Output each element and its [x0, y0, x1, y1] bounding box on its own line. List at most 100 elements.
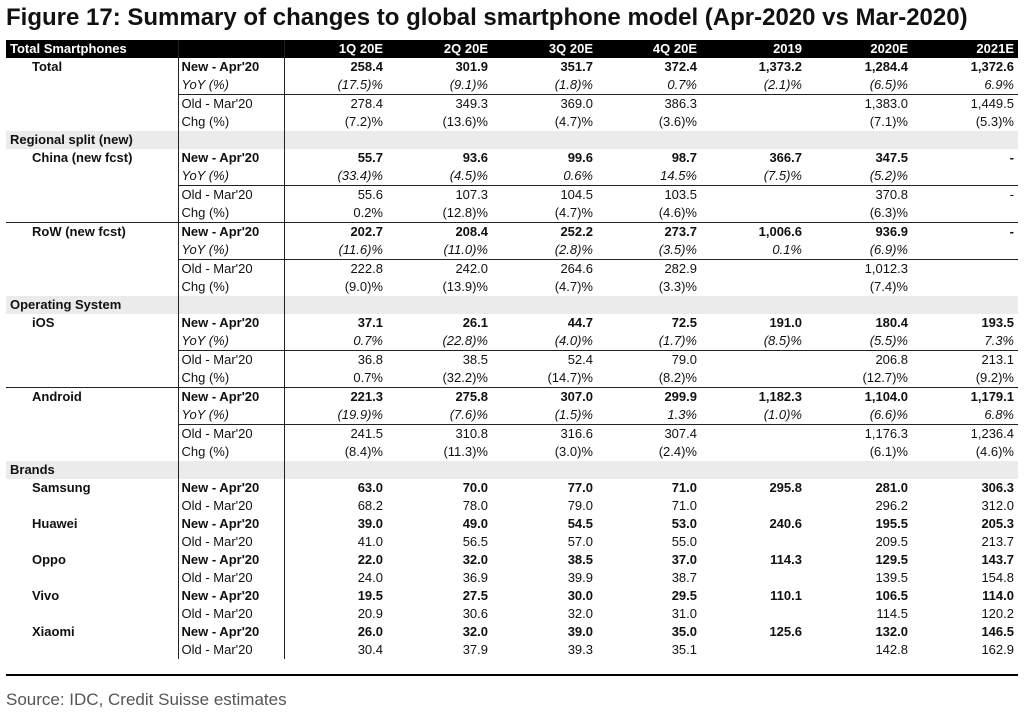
- section-empty-cell: [597, 461, 701, 479]
- value-cell: 38.5: [387, 350, 492, 369]
- table-row: Old - Mar'20 68.2 78.0 79.0 71.0 296.2 312.0: [6, 497, 1018, 515]
- header-col-2019: 2019: [701, 40, 806, 58]
- source-note: Source: IDC, Credit Suisse estimates: [6, 690, 287, 709]
- value-cell: (13.9)%: [442, 279, 488, 294]
- value-cell: 0.6%: [563, 168, 593, 183]
- value-cell: (7.1)%: [869, 114, 908, 129]
- row-group-label: [6, 369, 179, 388]
- row-group-label: [6, 113, 179, 131]
- row-metric-label: Chg (%): [177, 369, 285, 388]
- value-cell: [701, 443, 806, 461]
- header-col-2020e: 2020E: [806, 40, 912, 58]
- value-cell: (7.5)%: [763, 168, 802, 183]
- value-cell: 213.7: [981, 534, 1014, 549]
- value-cell: 1,449.5: [912, 94, 1018, 113]
- row-group-label: [6, 332, 179, 351]
- value-cell: 54.5: [567, 516, 593, 531]
- row-metric-label: YoY (%): [177, 406, 285, 425]
- value-cell: 55.0: [671, 534, 697, 549]
- row-group-label: [6, 443, 179, 461]
- section-header-row: Operating System: [6, 296, 1018, 314]
- table-row: Chg (%) (8.4)% (11.3)% (3.0)% (2.4)% (6.1)% (4…: [6, 443, 1018, 461]
- table-row: Oppo New - Apr'20 22.0 32.0 38.5 37.0 114.3 129…: [6, 551, 1018, 569]
- value-cell: 241.5: [284, 424, 387, 443]
- section-empty-cell: [806, 296, 912, 314]
- row-metric-label: New - Apr'20: [177, 149, 285, 167]
- value-cell: 26.0: [357, 624, 383, 639]
- value-cell: 72.5: [671, 315, 697, 330]
- value-cell: 386.3: [597, 94, 701, 113]
- table-row: YoY (%) 0.7% (22.8)% (4.0)% (1.7)% (8.5)% (5.5…: [6, 332, 1018, 351]
- row-metric-label: New - Apr'20: [177, 387, 285, 406]
- value-cell: (11.3)%: [443, 444, 488, 459]
- value-cell: 252.2: [492, 222, 597, 241]
- value-cell: (11.0)%: [443, 242, 488, 257]
- value-cell: 103.5: [597, 185, 701, 204]
- section-empty-cell: [912, 296, 1018, 314]
- table-row: Total New - Apr'20 258.4 301.9 351.7 372.4 1,3…: [6, 58, 1018, 76]
- value-cell: 49.0: [462, 516, 488, 531]
- value-cell: 370.8: [806, 185, 912, 204]
- value-cell: 0.1%: [772, 242, 802, 257]
- value-cell: 282.9: [597, 259, 701, 278]
- table-row: China (new fcst) New - Apr'20 55.7 93.6 99.6…: [6, 149, 1018, 167]
- value-cell: (12.7)%: [862, 370, 908, 385]
- table-row: Samsung New - Apr'20 63.0 70.0 77.0 71.0 295.8…: [6, 479, 1018, 497]
- value-cell: 240.6: [769, 516, 802, 531]
- row-metric-label: New - Apr'20: [177, 222, 285, 241]
- value-cell: 71.0: [671, 480, 697, 495]
- table-row: Vivo New - Apr'20 19.5 27.5 30.0 29.5 110.1 106…: [6, 587, 1018, 605]
- row-metric-label: Chg (%): [177, 278, 285, 296]
- value-cell: 38.7: [671, 570, 697, 585]
- value-cell: 37.9: [462, 642, 488, 657]
- value-cell: (3.3)%: [658, 279, 697, 294]
- table-row: Old - Mar'20 36.8 38.5 52.4 79.0 206.8 213.1: [6, 350, 1018, 369]
- section-empty-cell: [806, 461, 912, 479]
- value-cell: 366.7: [769, 150, 802, 165]
- value-cell: 295.8: [769, 480, 802, 495]
- value-cell: 193.5: [981, 315, 1014, 330]
- value-cell: (6.9)%: [869, 242, 908, 257]
- value-cell: 37.0: [671, 552, 697, 567]
- value-cell: [912, 167, 1018, 186]
- header-col-1q20e: 1Q 20E: [284, 40, 387, 58]
- value-cell: 44.7: [567, 315, 593, 330]
- value-cell: 32.0: [462, 552, 488, 567]
- value-cell: 36.9: [462, 570, 488, 585]
- value-cell: (2.1)%: [763, 77, 802, 92]
- value-cell: 275.8: [387, 387, 492, 406]
- row-group-label: [6, 605, 179, 623]
- value-cell: (19.9)%: [337, 407, 383, 422]
- row-metric-label: Old - Mar'20: [177, 424, 285, 443]
- value-cell: 213.1: [912, 350, 1018, 369]
- value-cell: (5.5)%: [869, 333, 908, 348]
- header-col-2q20e: 2Q 20E: [387, 40, 492, 58]
- value-cell: 307.4: [597, 424, 701, 443]
- row-group-label: Android: [6, 387, 179, 406]
- value-cell: 114.0: [982, 588, 1014, 603]
- value-cell: 180.4: [875, 315, 908, 330]
- value-cell: (9.0)%: [344, 279, 383, 294]
- row-metric-label: New - Apr'20: [177, 587, 285, 605]
- header-first-cell: Total Smartphones: [6, 40, 178, 58]
- value-cell: (33.4)%: [337, 168, 383, 183]
- header-col-4q20e: 4Q 20E: [597, 40, 701, 58]
- value-cell: (1.5)%: [554, 407, 593, 422]
- section-empty-cell: [701, 461, 806, 479]
- value-cell: (5.2)%: [869, 168, 908, 183]
- row-group-label: [6, 259, 179, 278]
- row-metric-label: YoY (%): [177, 167, 285, 186]
- value-cell: 125.6: [769, 624, 802, 639]
- value-cell: [912, 278, 1018, 296]
- table-body: Total Smartphones 1Q 20E 2Q 20E 3Q 20E 4…: [6, 40, 1018, 659]
- value-cell: (3.6)%: [658, 114, 697, 129]
- value-cell: 369.0: [492, 94, 597, 113]
- row-metric-label: New - Apr'20: [177, 551, 285, 569]
- value-cell: (7.2)%: [344, 114, 383, 129]
- value-cell: (6.1)%: [869, 444, 908, 459]
- section-empty-cell: [177, 131, 285, 149]
- section-empty-cell: [912, 461, 1018, 479]
- value-cell: 1,176.3: [806, 424, 912, 443]
- value-cell: 104.5: [492, 185, 597, 204]
- value-cell: 39.3: [567, 642, 593, 657]
